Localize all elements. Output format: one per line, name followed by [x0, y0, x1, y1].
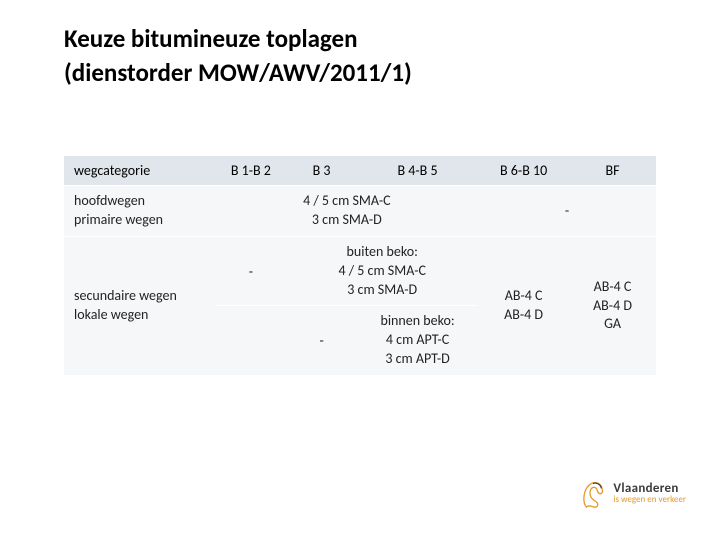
slide-title: Keuze bitumineuze toplagen (dienstorder … [0, 0, 720, 90]
col-b6b10: B 6-B 10 [478, 156, 569, 186]
row-label-secundaire: secundaire wegen lokale wegen [64, 236, 216, 375]
row-label-hoofdwegen: hoofdwegen primaire wegen [64, 186, 216, 237]
logo-vlaanderen: Vlaanderen is wegen en verkeer [579, 476, 686, 510]
cell-hoofdwegen-dash: - [478, 186, 656, 237]
col-b1b2: B 1-B 2 [216, 156, 287, 186]
cell-sec-bf: AB-4 C AB-4 D GA [569, 236, 656, 375]
cell-sec-b3-dash: - [286, 306, 357, 376]
cell-sec-binnen-beko: binnen beko: 4 cm APT-C 3 cm APT-D [357, 306, 478, 376]
cell-sec-buiten-beko: buiten beko: 4 / 5 cm SMA-C 3 cm SMA-D [286, 236, 478, 306]
table-row: secundaire wegen lokale wegen - buiten b… [64, 236, 656, 306]
col-wegcategorie: wegcategorie [64, 156, 216, 186]
col-bf: BF [569, 156, 656, 186]
col-b3: B 3 [286, 156, 357, 186]
lion-icon [579, 476, 607, 510]
table-header-row: wegcategorie B 1-B 2 B 3 B 4-B 5 B 6-B 1… [64, 156, 656, 186]
cell-sec-b1b2-blank [216, 306, 287, 376]
col-b4b5: B 4-B 5 [357, 156, 478, 186]
cell-hoofdwegen-sma: 4 / 5 cm SMA-C 3 cm SMA-D [216, 186, 479, 237]
toplagen-table: wegcategorie B 1-B 2 B 3 B 4-B 5 B 6-B 1… [64, 155, 656, 376]
cell-sec-b6b10: AB-4 C AB-4 D [478, 236, 569, 375]
table-row: hoofdwegen primaire wegen 4 / 5 cm SMA-C… [64, 186, 656, 237]
logo-text-line2: is wegen en verkeer [613, 495, 686, 504]
cell-sec-b1b2-dash: - [216, 236, 287, 306]
